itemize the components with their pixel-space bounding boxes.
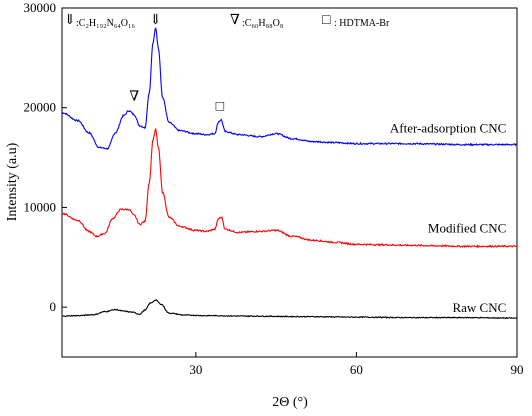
peak-marker-1: ∇: [129, 90, 139, 105]
x-tick-label: 30: [189, 362, 202, 377]
series-line-0: [61, 27, 517, 150]
y-axis-title: Intensity (a.u): [5, 142, 20, 221]
series-label-0: After-adsorption CNC: [390, 121, 506, 136]
peak-marker-0: ⇓: [150, 13, 162, 28]
y-tick-label: 30000: [24, 0, 57, 15]
series-layer: [61, 27, 518, 320]
legend-text-0: :C₂H₁₉₂N₆₄O₁₆: [76, 18, 136, 29]
labels: After-adsorption CNC Modified CNC Raw CNC ⇓…: [129, 13, 506, 315]
series-line-1: [61, 127, 518, 249]
y-tick-label: 20000: [24, 100, 57, 115]
legend-symbol-0: ⇓: [64, 13, 76, 28]
x-tick-label: 60: [350, 362, 363, 377]
plot-frame: [61, 7, 518, 358]
y-tick-label: 0: [50, 299, 57, 314]
series-line-2: [61, 299, 518, 320]
legend-symbol-2: □: [322, 13, 331, 28]
legend-text-1: :C₆₀H₈₈O₈: [242, 18, 284, 29]
x-tick-label: 90: [511, 362, 524, 377]
legend: ⇓:C₂H₁₉₂N₆₄O₁₆ ∇:C₆₀H₈₈O₈ □: HDTMA-Br: [64, 13, 390, 29]
series-label-2: Raw CNC: [452, 300, 506, 315]
peak-marker-2: □: [216, 100, 225, 115]
legend-symbol-1: ∇: [230, 13, 240, 28]
x-axis-title: 2Θ (°): [272, 395, 308, 410]
y-tick-label: 10000: [24, 199, 57, 214]
ticks: 30 60 90 0 10000 20000 30000: [24, 0, 524, 377]
legend-text-2: : HDTMA-Br: [334, 18, 390, 29]
series-label-1: Modified CNC: [428, 220, 506, 235]
